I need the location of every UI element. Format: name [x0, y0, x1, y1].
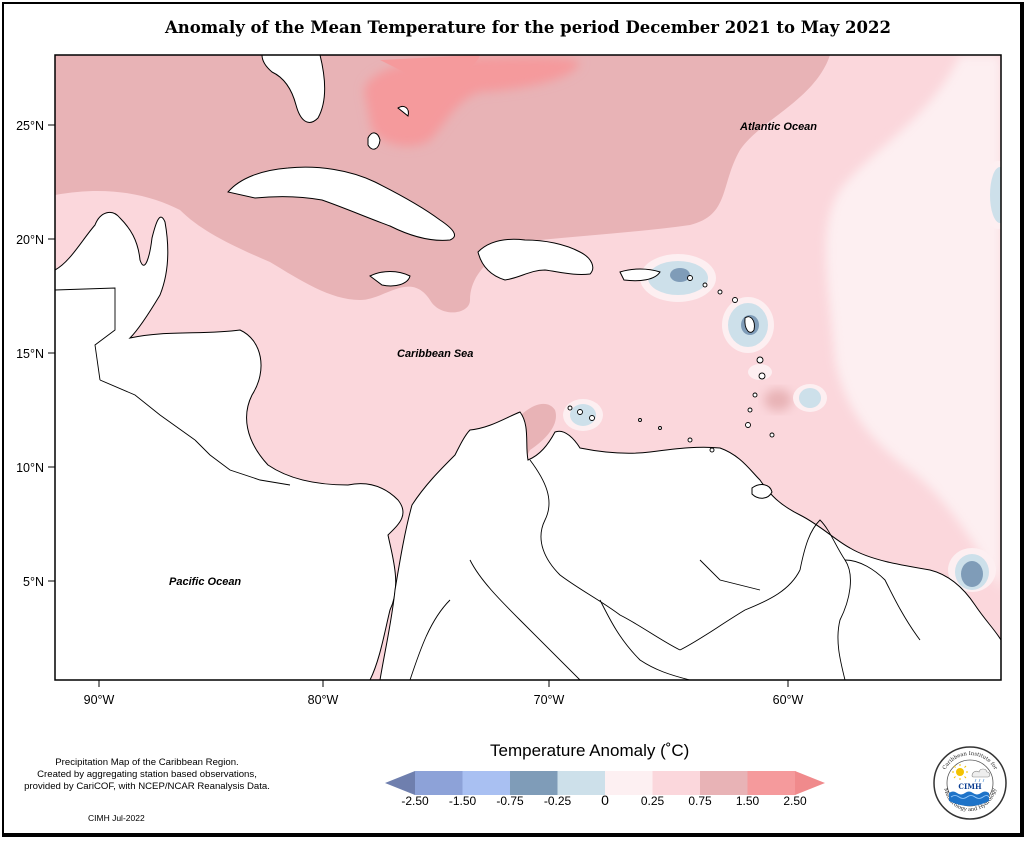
legend-tick-label: 0.25: [640, 794, 665, 808]
lat-label-20: 20°N: [16, 233, 44, 247]
lat-label-25: 25°N: [16, 119, 44, 133]
land-masses: [55, 55, 1001, 680]
legend-arrow-high: [795, 771, 825, 795]
legend-swatch: [747, 771, 796, 795]
credit-line-2: Created by aggregating station based obs…: [37, 769, 257, 780]
legend-arrow-low: [385, 771, 415, 795]
legend-swatch: [415, 771, 463, 795]
anomaly-field: [55, 55, 1001, 680]
cimh-logo: Caribbean Institute for Meteorology and …: [933, 746, 1007, 820]
legend-swatch: [557, 771, 606, 795]
lat-ticks: [48, 124, 55, 582]
cloud-icon: [971, 768, 991, 783]
caribbean-sea-label: Caribbean Sea: [397, 348, 473, 360]
legend-tick-label: -0.25: [543, 794, 572, 808]
lon-label-90: 90°W: [84, 693, 115, 707]
credit-line-1: Precipitation Map of the Caribbean Regio…: [55, 757, 239, 768]
legend-swatch: [605, 771, 653, 795]
lon-label-80: 80°W: [308, 693, 339, 707]
credit-line-3: provided by CariCOF, with NCEP/NCAR Rean…: [24, 781, 270, 792]
legend-title: Temperature Anomaly (˚C): [490, 741, 690, 760]
legend-tick-label: 1.50: [735, 794, 760, 808]
legend-swatch: [652, 771, 701, 795]
legend-swatch: [510, 771, 558, 795]
legend-tick-label: 0: [601, 792, 609, 808]
legend-swatch: [462, 771, 511, 795]
legend-swatch: [700, 771, 748, 795]
lat-label-10: 10°N: [16, 461, 44, 475]
lon-label-60: 60°W: [773, 693, 804, 707]
lon-label-70: 70°W: [534, 693, 565, 707]
pacific-ocean-label: Pacific Ocean: [169, 576, 241, 588]
credit-date: CIMH Jul-2022: [88, 813, 145, 823]
legend-tick-label: 0.75: [688, 794, 712, 808]
sun-icon: [952, 764, 968, 780]
map-border: [54, 54, 1002, 681]
logo-acronym: CIMH: [958, 782, 982, 791]
legend-tick-label: -1.50: [448, 794, 477, 808]
atlantic-ocean-label: Atlantic Ocean: [739, 121, 817, 133]
legend-colorbar: [385, 771, 825, 795]
legend-tick-label: -2.50: [401, 794, 429, 808]
legend-tick-label: 2.50: [783, 794, 807, 808]
waves-icon: [949, 791, 990, 806]
map-title: Anomaly of the Mean Temperature for the …: [165, 18, 891, 37]
lat-label-15: 15°N: [16, 347, 44, 361]
legend-tick-label: -0.75: [496, 794, 524, 808]
credit-text: Precipitation Map of the Caribbean Regio…: [4, 757, 290, 793]
lat-label-5: 5°N: [23, 575, 44, 589]
country-borders: [55, 287, 921, 680]
lesser-antilles: [567, 275, 775, 453]
lon-ticks: [98, 680, 789, 687]
